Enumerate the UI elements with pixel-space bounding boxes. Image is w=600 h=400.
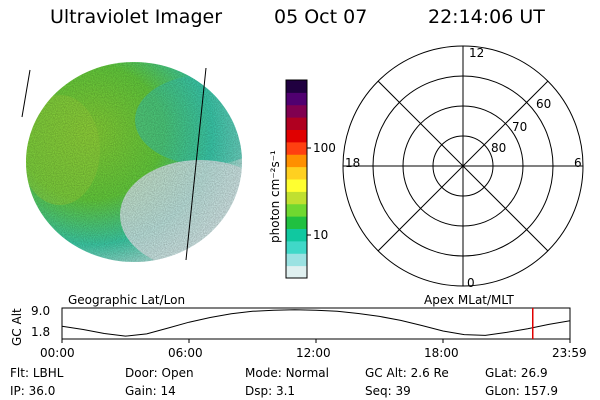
polar-lat-60: 60 <box>536 97 552 111</box>
colorbar-band <box>286 203 307 217</box>
track-right-label: Apex MLat/MLT <box>424 293 514 307</box>
polar-hour-0: 0 <box>467 276 475 290</box>
terminator-line <box>185 67 207 261</box>
colorbar-band <box>286 191 307 205</box>
time-label: 22:14:06 UT <box>428 6 545 28</box>
info-ip: IP: 36.0 <box>10 384 56 398</box>
colorbar-band <box>286 104 307 118</box>
colorbar-band <box>286 216 307 229</box>
info-gain: Gain: 14 <box>125 384 176 398</box>
colorbar-band <box>286 253 307 267</box>
info-mode: Mode: Normal <box>245 366 329 380</box>
polar-lat-80: 80 <box>491 141 507 155</box>
polar-hour-18: 18 <box>345 156 361 170</box>
colorbar-tick-100: 100 <box>313 141 336 155</box>
info-glat: GLat: 26.9 <box>485 366 548 380</box>
track-xtick-2: 12:00 <box>296 346 331 360</box>
info-door: Door: Open <box>125 366 194 380</box>
colorbar-tick-10: 10 <box>313 228 329 242</box>
colorbar-band <box>286 154 307 168</box>
info-seq: Seq: 39 <box>365 384 411 398</box>
limb-marker-line <box>21 69 31 118</box>
track-ytick-1-8: 1.8 <box>31 325 51 339</box>
info-flt: Flt: LBHL <box>10 366 64 380</box>
track-left-label: Geographic Lat/Lon <box>68 293 186 307</box>
info-dsp: Dsp: 3.1 <box>245 384 296 398</box>
colorbar-band <box>286 80 307 93</box>
date-label: 05 Oct 07 <box>274 6 368 28</box>
colorbar-band <box>286 141 307 155</box>
track-xtick-4: 23:59 <box>552 346 587 360</box>
colorbar-band <box>286 179 307 192</box>
track-ytick-9: 9.0 <box>31 304 51 318</box>
colorbar-band <box>286 265 307 279</box>
track-xtick-3: 18:00 <box>424 346 459 360</box>
info-glon: GLon: 157.9 <box>485 384 558 398</box>
track-xtick-1: 06:00 <box>168 346 203 360</box>
polar-lat-70: 70 <box>512 120 528 134</box>
colorbar-band <box>286 92 307 106</box>
instrument-title: Ultraviolet Imager <box>50 6 223 28</box>
gc-alt-curve <box>61 309 571 337</box>
track-xtick-0: 00:00 <box>40 346 75 360</box>
colorbar-band <box>286 129 307 143</box>
colorbar-band <box>286 228 307 242</box>
colorbar-band <box>286 117 307 130</box>
info-gc-alt: GC Alt: 2.6 Re <box>365 366 449 380</box>
polar-hour-6: 6 <box>574 156 582 170</box>
colorbar-band <box>286 240 307 254</box>
polar-hour-12: 12 <box>469 46 485 60</box>
colorbar-band <box>286 166 307 180</box>
